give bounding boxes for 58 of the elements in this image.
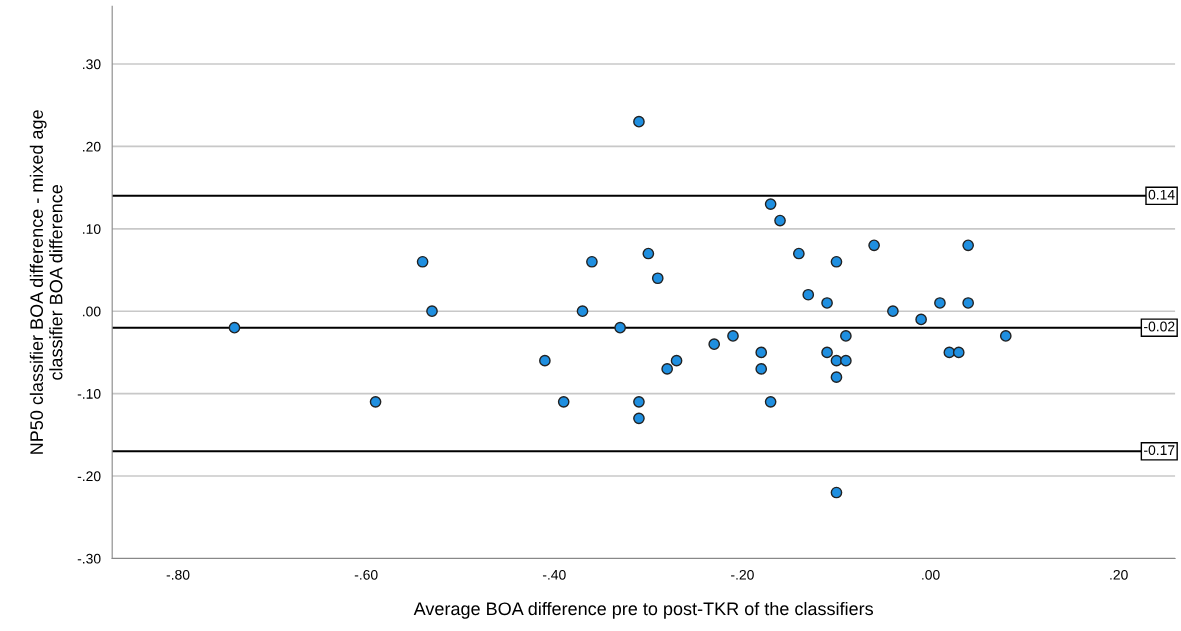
- y-tick-label: .00: [83, 306, 101, 317]
- point: [708, 338, 721, 351]
- point: [840, 354, 852, 367]
- point: [755, 363, 768, 375]
- point: [952, 346, 965, 359]
- point: [830, 486, 843, 499]
- point: [887, 305, 899, 318]
- point: [793, 247, 805, 260]
- y-tick-label: -.10: [77, 388, 101, 399]
- point: [774, 214, 786, 227]
- point: [670, 354, 683, 367]
- point: [614, 321, 626, 334]
- point: [962, 297, 975, 309]
- point: [557, 396, 570, 408]
- point: [369, 396, 382, 408]
- point: [755, 346, 768, 359]
- point: [840, 330, 852, 342]
- point: [426, 305, 438, 318]
- y-tick-label: -.20: [77, 471, 101, 482]
- point: [633, 412, 645, 425]
- x-tick-label: -.40: [542, 569, 566, 580]
- y-tick-label: .10: [83, 224, 101, 234]
- point: [661, 363, 674, 375]
- y-tick-label: -.30: [77, 553, 101, 564]
- point: [633, 396, 645, 408]
- ref-line-label: 0.14: [1148, 189, 1175, 200]
- point: [651, 272, 664, 285]
- point: [416, 255, 429, 268]
- x-tick-label: .00: [922, 569, 940, 580]
- point: [802, 288, 815, 301]
- y-axis-title: NP50 classifier BOA difference - mixed age classifier BOA difference: [29, 110, 63, 454]
- x-axis-title: Average BOA difference pre to post-TKR of the classifiers: [413, 601, 874, 619]
- point: [999, 330, 1012, 342]
- point: [586, 255, 598, 268]
- point: [228, 321, 241, 334]
- y-tick-label: .20: [83, 141, 101, 152]
- point: [962, 239, 975, 252]
- point: [727, 330, 739, 342]
- ref-line-label: -0.02: [1144, 321, 1175, 332]
- x-tick-label: .20: [1110, 569, 1128, 580]
- point: [915, 313, 927, 326]
- point: [868, 239, 880, 252]
- point: [821, 346, 833, 359]
- y-tick-label: .30: [83, 59, 101, 70]
- point: [830, 255, 843, 268]
- point: [830, 371, 843, 383]
- point: [576, 305, 589, 318]
- point: [934, 297, 946, 309]
- point: [642, 247, 655, 260]
- x-tick-label: -.60: [354, 569, 378, 580]
- point: [821, 297, 833, 309]
- x-tick-label: -.80: [166, 569, 190, 580]
- x-tick-label: -.20: [731, 569, 754, 580]
- point: [764, 396, 777, 408]
- ref-line-label: -0.17: [1144, 445, 1175, 456]
- point: [633, 115, 645, 128]
- point: [764, 198, 777, 210]
- point: [539, 354, 551, 367]
